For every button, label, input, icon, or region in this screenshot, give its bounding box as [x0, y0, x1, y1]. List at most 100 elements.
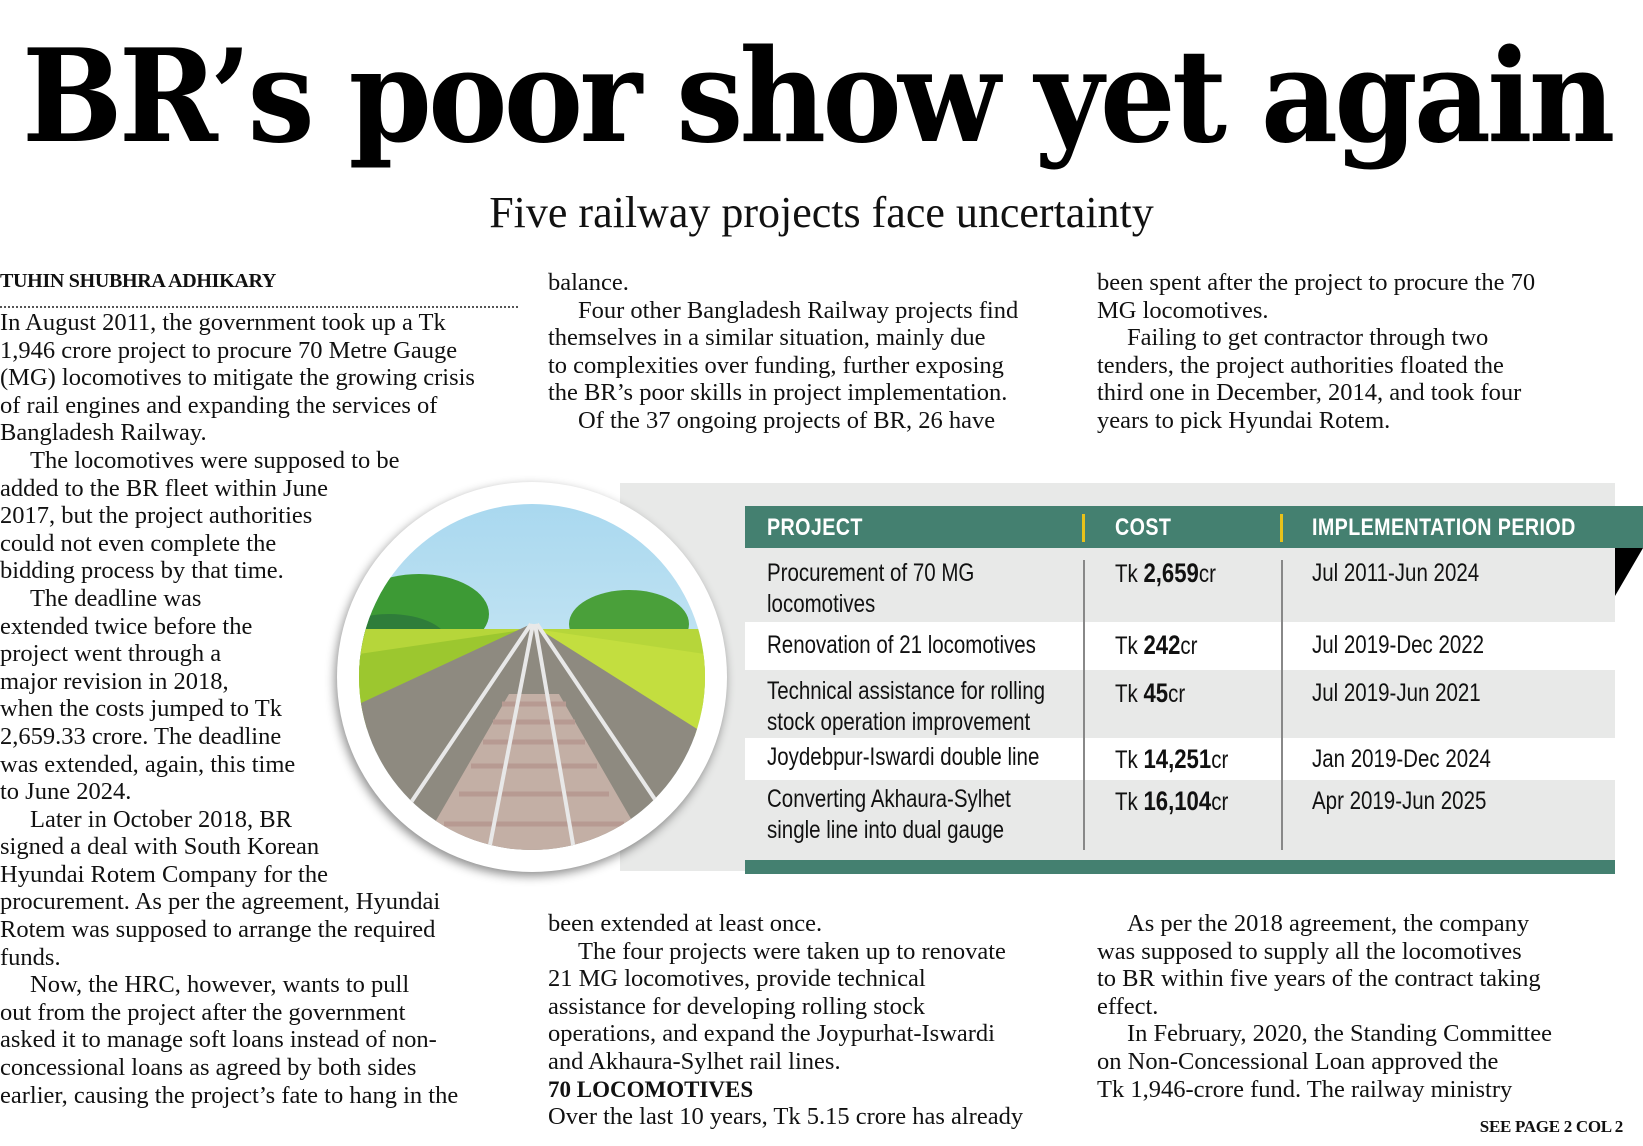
header-separator: [1280, 514, 1283, 542]
text-line: could not even complete the: [0, 529, 277, 557]
column-3-top: been spent after the project to procure …: [1097, 269, 1627, 435]
cell-period: Jul 2019-Dec 2022: [1312, 631, 1485, 659]
text-line: been spent after the project to procure …: [1097, 269, 1536, 296]
subheadline: Five railway projects face uncertainty: [489, 188, 1154, 237]
paragraph: balance.: [548, 269, 1048, 297]
text-line: was supposed to supply all the locomotiv…: [1097, 937, 1522, 965]
text-line: Hyundai Rotem Company for the: [0, 860, 328, 888]
table-row: Technical assistance for rolling stock op…: [745, 670, 1615, 738]
text-line: signed a deal with South Korean: [0, 833, 320, 861]
table-row: Joydebpur-Iswardi double line Tk 14,251c…: [745, 738, 1615, 780]
text-line: 21 MG locomotives, provide technical: [548, 965, 926, 993]
column-2-top: balance. Four other Bangladesh Railway pr…: [548, 269, 1048, 435]
text-line: The locomotives were supposed to be: [30, 446, 400, 474]
paragraph: The locomotives were supposed to be added…: [0, 447, 520, 585]
text-line: project went through a: [0, 640, 222, 668]
text-line: added to the BR fleet within June: [0, 474, 328, 502]
byline: TUHIN SHUBHRA ADHIKARY: [0, 270, 277, 292]
cell-cost: Tk 2,659cr: [1115, 558, 1216, 588]
paragraph: Failing to get contractor through two ten…: [1097, 324, 1627, 434]
section-subhead: 70 LOCOMOTIVES: [548, 1076, 754, 1102]
paragraph: The four projects were taken up to renov…: [548, 938, 1048, 1076]
text-line: major revision in 2018,: [0, 667, 229, 695]
cell-project: Converting Akhaura-Sylhet single line int…: [767, 785, 1011, 844]
table-row: Converting Akhaura-Sylhet single line int…: [745, 780, 1615, 860]
text-line: to BR within five years of the contract …: [1097, 965, 1541, 993]
text-line: been extended at least once.: [548, 910, 823, 937]
cell-project: Technical assistance for rolling stock op…: [767, 677, 1046, 736]
cell-cost: Tk 45cr: [1115, 678, 1186, 708]
cell-project: Procurement of 70 MG locomotives: [767, 559, 975, 618]
text-line: themselves in a similar situation, mainl…: [548, 324, 986, 352]
text-line: third one in December, 2014, and took fo…: [1097, 379, 1522, 407]
cell-cost: Tk 242cr: [1115, 630, 1198, 660]
text-line: years to pick Hyundai Rotem.: [1097, 406, 1391, 434]
text-line: As per the 2018 agreement, the company: [1127, 910, 1530, 937]
paragraph: Four other Bangladesh Railway projects f…: [548, 297, 1048, 407]
byline-divider: [0, 306, 518, 308]
paragraph: Later in October 2018, BR signed a deal w…: [0, 806, 520, 972]
text-line: out from the project after the governmen…: [0, 998, 406, 1026]
cell-period: Apr 2019-Jun 2025: [1312, 787, 1487, 815]
text-line: Rotem was supposed to arrange the requir…: [0, 916, 436, 944]
table-header: PROJECT COST IMPLEMENTATION PERIOD: [745, 506, 1643, 548]
column-2-bottom: been extended at least once. The four pro…: [548, 910, 1048, 1131]
text-line: The four projects were taken up to renov…: [578, 937, 1006, 965]
cell-period: Jan 2019-Dec 2024: [1312, 745, 1491, 773]
text-line: when the costs jumped to Tk: [0, 695, 282, 723]
paragraph: The deadline was extended twice before th…: [0, 585, 520, 806]
cell-cost: Tk 16,104cr: [1115, 786, 1229, 816]
paragraph: been extended at least once.: [548, 910, 1048, 938]
cell-period: Jul 2019-Jun 2021: [1312, 679, 1481, 707]
text-line: Tk 1,946-crore fund. The railway ministr…: [1097, 1075, 1513, 1103]
text-line: 2017, but the project authorities: [0, 502, 313, 530]
continuation-note: SEE PAGE 2 COL 2: [1479, 1117, 1624, 1136]
column-divider: [1083, 560, 1085, 850]
text-line: (MG) locomotives to mitigate the growing…: [0, 364, 475, 392]
text-line: MG locomotives.: [1097, 296, 1269, 324]
text-line: Bangladesh Railway.: [0, 419, 207, 447]
text-line: operations, and expand the Joypurhat-Isw…: [548, 1020, 995, 1048]
ribbon-fold-icon: [1615, 548, 1643, 596]
table-footer-bar: [745, 860, 1615, 874]
text-line: funds.: [0, 943, 61, 971]
photo-frame: [337, 482, 727, 872]
header-cost: COST: [1115, 514, 1172, 541]
text-line: In August 2011, the government took up a…: [0, 309, 446, 336]
text-line: effect.: [1097, 992, 1159, 1020]
text-line: In February, 2020, the Standing Committe…: [1127, 1020, 1553, 1048]
paragraph: Now, the HRC, however, wants to pull out …: [0, 971, 520, 1109]
text-line: was extended, again, this time: [0, 750, 296, 778]
paragraph: As per the 2018 agreement, the company wa…: [1097, 910, 1627, 1020]
column-divider: [1281, 560, 1283, 850]
cell-period: Jul 2011-Jun 2024: [1312, 559, 1480, 587]
text-line: asked it to manage soft loans instead of…: [0, 1026, 437, 1054]
header-period: IMPLEMENTATION PERIOD: [1312, 514, 1576, 541]
text-line: of rail engines and expanding the servic…: [0, 391, 438, 419]
text-line: earlier, causing the project’s fate to h…: [0, 1081, 459, 1109]
text-line: assistance for developing rolling stock: [548, 992, 925, 1020]
text-line: on Non-Concessional Loan approved the: [1097, 1047, 1499, 1075]
cell-cost: Tk 14,251cr: [1115, 744, 1229, 774]
text-line: Now, the HRC, however, wants to pull: [30, 971, 410, 999]
text-line: procurement. As per the agreement, Hyund…: [0, 888, 441, 916]
text-line: Later in October 2018, BR: [30, 805, 292, 833]
text-line: to complexities over funding, further ex…: [548, 351, 1004, 379]
text-line: the BR’s poor skills in project implemen…: [548, 379, 1008, 407]
cell-project: Joydebpur-Iswardi double line: [767, 743, 1040, 771]
headline: BR’s poor show yet again: [22, 22, 1615, 172]
column-1: In August 2011, the government took up a…: [0, 309, 520, 1109]
text-line: The deadline was: [30, 584, 202, 612]
paragraph: been spent after the project to procure …: [1097, 269, 1627, 324]
header-separator: [1082, 514, 1085, 542]
text-line: concessional loans as agreed by both sid…: [0, 1054, 417, 1082]
text-line: 1,946 crore project to procure 70 Metre …: [0, 336, 458, 364]
table-row: Procurement of 70 MG locomotives Tk 2,659…: [745, 548, 1615, 622]
railway-track-photo-icon: [359, 504, 705, 850]
paragraph: Over the last 10 years, Tk 5.15 crore ha…: [548, 1103, 1024, 1131]
text-line: extended twice before the: [0, 612, 253, 640]
text-line: Of the 37 ongoing projects of BR, 26 hav…: [578, 406, 996, 434]
paragraph: Of the 37 ongoing projects of BR, 26 hav…: [548, 407, 1048, 435]
text-line: and Akhaura-Sylhet rail lines.: [548, 1047, 841, 1075]
text-line: bidding process by that time.: [0, 557, 284, 585]
